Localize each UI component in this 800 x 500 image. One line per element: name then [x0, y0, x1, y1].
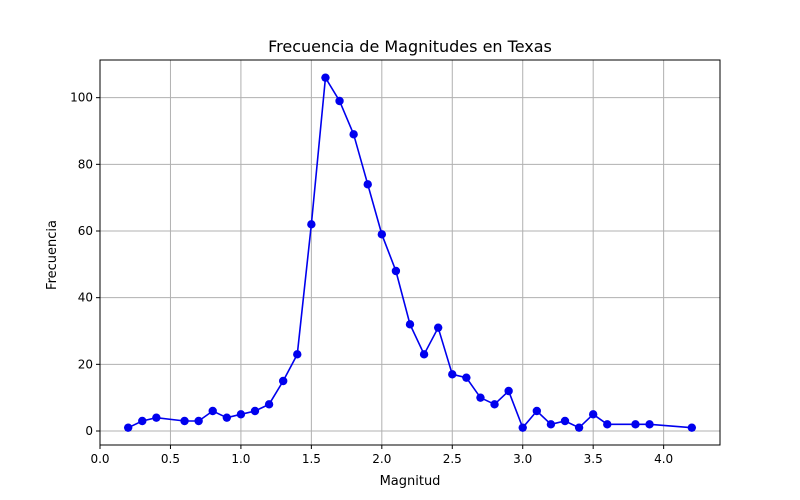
data-point — [603, 420, 612, 429]
data-point — [462, 373, 471, 382]
data-point — [321, 73, 330, 82]
data-point — [377, 230, 387, 239]
data-point — [532, 406, 542, 416]
data-point — [335, 96, 344, 106]
data-point — [518, 423, 527, 432]
data-point — [236, 410, 246, 419]
data-point — [631, 420, 640, 429]
x-axis-label: Magnitud — [380, 474, 441, 489]
x-tick-label: 1.5 — [302, 452, 321, 466]
data-point — [250, 406, 260, 416]
data-point — [264, 400, 274, 409]
data-point — [588, 410, 598, 419]
data-point — [560, 416, 570, 426]
data-point — [546, 420, 556, 429]
data-point — [645, 420, 654, 429]
x-tick-label: 1.0 — [231, 452, 250, 466]
data-point — [123, 423, 133, 432]
data-point — [138, 416, 147, 426]
data-point — [363, 180, 372, 189]
data-point — [433, 323, 443, 332]
y-tick-label: 100 — [70, 91, 93, 105]
x-tick-label: 3.5 — [584, 452, 603, 466]
y-tick-label: 20 — [78, 357, 93, 371]
y-tick-label: 80 — [78, 157, 93, 171]
data-point — [687, 423, 697, 432]
data-point — [180, 416, 189, 426]
data-point — [448, 370, 457, 379]
y-tick-label: 0 — [85, 424, 93, 438]
series-path — [127, 75, 692, 430]
y-tick-label: 60 — [78, 224, 93, 238]
data-point — [419, 350, 429, 359]
data-point — [405, 320, 415, 329]
data-point — [152, 413, 161, 422]
data-point — [194, 416, 203, 426]
data-point — [504, 386, 513, 396]
data-point — [293, 350, 302, 359]
data-point — [490, 400, 499, 409]
data-point — [307, 220, 316, 229]
plot-frame — [99, 59, 721, 446]
y-tick-label: 40 — [78, 291, 93, 305]
data-point — [222, 413, 232, 422]
x-tick-label: 2.0 — [372, 452, 391, 466]
chart-title: Frecuencia de Magnitudes en Texas — [268, 37, 552, 56]
x-tick-label: 0.5 — [161, 452, 180, 466]
series-line — [123, 73, 697, 432]
data-point — [391, 266, 401, 276]
data-point — [574, 423, 584, 432]
data-point — [476, 393, 485, 402]
data-point — [278, 376, 288, 386]
x-tick-label: 3.0 — [513, 452, 532, 466]
x-tick-label: 4.0 — [654, 452, 673, 466]
data-point — [208, 406, 217, 416]
x-tick-label: 2.5 — [443, 452, 462, 466]
axes: 0.0 0.5 1.0 1.5 2.0 2.5 3.0 3.5 4.0 0 20 40 60 80 100 — [70, 59, 721, 466]
data-point — [349, 130, 358, 139]
y-axis-label: Frecuencia — [45, 220, 60, 290]
grid — [99, 60, 720, 445]
x-tick-label: 0.0 — [90, 452, 109, 466]
